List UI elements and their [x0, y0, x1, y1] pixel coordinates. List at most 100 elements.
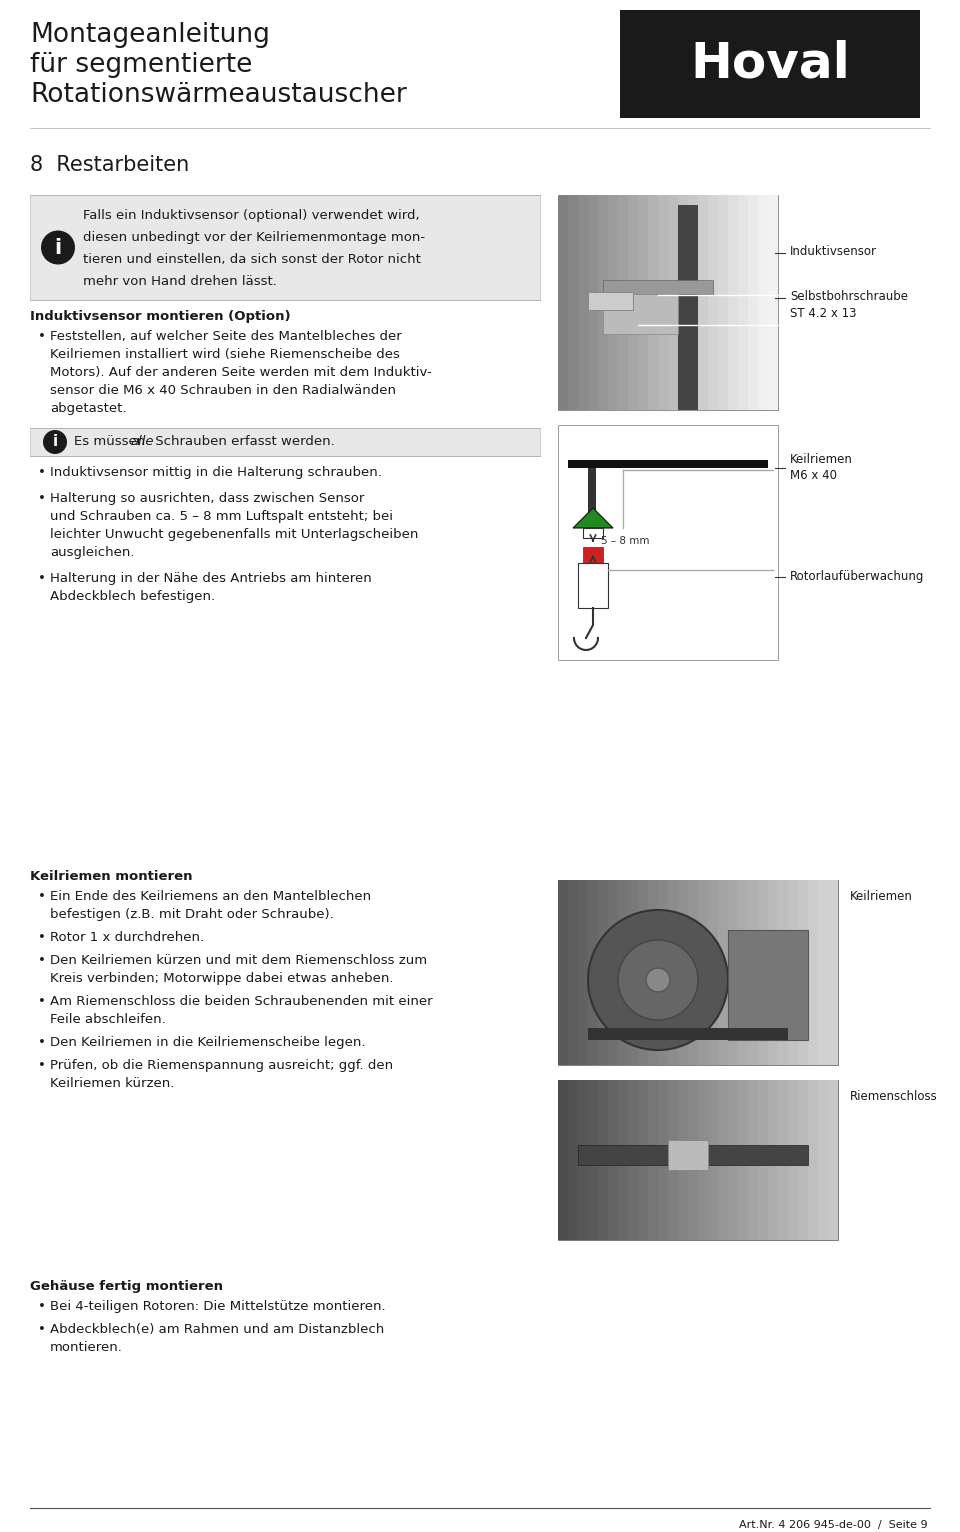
- FancyBboxPatch shape: [620, 11, 920, 118]
- Text: Abdeckblech befestigen.: Abdeckblech befestigen.: [50, 590, 215, 604]
- Bar: [728, 930, 808, 1040]
- Bar: [598, 195, 608, 411]
- Circle shape: [43, 430, 67, 453]
- Text: •: •: [38, 1059, 46, 1072]
- Text: abgetastet.: abgetastet.: [50, 401, 127, 415]
- Text: i: i: [55, 237, 61, 257]
- Bar: [628, 879, 638, 1065]
- Text: Rotationswärmeaustauscher: Rotationswärmeaustauscher: [30, 83, 407, 107]
- Polygon shape: [573, 509, 613, 529]
- Text: und Schrauben ca. 5 – 8 mm Luftspalt entsteht; bei: und Schrauben ca. 5 – 8 mm Luftspalt ent…: [50, 510, 393, 522]
- Bar: [748, 195, 758, 411]
- Bar: [598, 879, 608, 1065]
- Text: •: •: [38, 994, 46, 1008]
- Bar: [718, 195, 728, 411]
- Text: Rotorlaufüberwachung: Rotorlaufüberwachung: [790, 570, 924, 584]
- Text: M6 x 40: M6 x 40: [790, 469, 837, 483]
- Text: Bei 4-teiligen Rotoren: Die Mittelstütze montieren.: Bei 4-teiligen Rotoren: Die Mittelstütze…: [50, 1301, 386, 1313]
- Text: für segmentierte: für segmentierte: [30, 52, 252, 78]
- Text: mehr von Hand drehen lässt.: mehr von Hand drehen lässt.: [83, 276, 276, 288]
- Bar: [688, 879, 698, 1065]
- Text: •: •: [38, 329, 46, 343]
- Bar: [558, 1080, 568, 1239]
- Bar: [798, 879, 808, 1065]
- Text: Keilriemen installiert wird (siehe Riemenscheibe des: Keilriemen installiert wird (siehe Rieme…: [50, 348, 400, 362]
- Bar: [678, 1080, 688, 1239]
- Text: alle: alle: [130, 435, 154, 447]
- Text: tieren und einstellen, da sich sonst der Rotor nicht: tieren und einstellen, da sich sonst der…: [83, 253, 420, 267]
- Text: befestigen (z.B. mit Draht oder Schraube).: befestigen (z.B. mit Draht oder Schraube…: [50, 908, 334, 921]
- Bar: [558, 879, 568, 1065]
- Text: •: •: [38, 492, 46, 506]
- Bar: [768, 195, 778, 411]
- Bar: [728, 879, 738, 1065]
- Text: •: •: [38, 466, 46, 480]
- Bar: [728, 195, 738, 411]
- Bar: [598, 1080, 608, 1239]
- Text: Keilriemen: Keilriemen: [850, 890, 913, 902]
- Text: Es müssen: Es müssen: [74, 435, 150, 447]
- Text: Induktivsensor montieren (Option): Induktivsensor montieren (Option): [30, 309, 291, 323]
- Bar: [648, 195, 658, 411]
- Bar: [603, 294, 678, 334]
- Bar: [688, 1080, 698, 1239]
- Bar: [583, 529, 603, 538]
- Text: •: •: [38, 571, 46, 585]
- Bar: [688, 195, 698, 411]
- Bar: [658, 195, 668, 411]
- Bar: [618, 195, 628, 411]
- Text: •: •: [38, 1036, 46, 1049]
- Bar: [678, 205, 698, 411]
- Bar: [588, 1028, 788, 1040]
- Bar: [758, 1080, 768, 1239]
- Bar: [668, 1140, 708, 1170]
- Bar: [758, 879, 768, 1065]
- Bar: [698, 1080, 708, 1239]
- Text: •: •: [38, 1324, 46, 1336]
- Text: Induktivsensor: Induktivsensor: [790, 245, 877, 257]
- Text: Induktivsensor mittig in die Halterung schrauben.: Induktivsensor mittig in die Halterung s…: [50, 466, 382, 480]
- Text: montieren.: montieren.: [50, 1340, 123, 1354]
- Bar: [658, 1080, 668, 1239]
- Bar: [668, 1080, 678, 1239]
- Bar: [678, 879, 688, 1065]
- Bar: [698, 879, 708, 1065]
- Bar: [658, 879, 668, 1065]
- Bar: [558, 1080, 838, 1239]
- Text: Den Keilriemen kürzen und mit dem Riemenschloss zum: Den Keilriemen kürzen und mit dem Riemen…: [50, 954, 427, 967]
- Text: Keilriemen montieren: Keilriemen montieren: [30, 870, 193, 882]
- Text: ST 4.2 x 13: ST 4.2 x 13: [790, 306, 856, 320]
- Bar: [558, 879, 838, 1065]
- Text: Feile abschleifen.: Feile abschleifen.: [50, 1013, 166, 1026]
- FancyBboxPatch shape: [30, 427, 540, 457]
- Bar: [758, 195, 768, 411]
- Bar: [708, 879, 718, 1065]
- Bar: [678, 195, 688, 411]
- Text: sensor die M6 x 40 Schrauben in den Radialwänden: sensor die M6 x 40 Schrauben in den Radi…: [50, 385, 396, 397]
- Bar: [828, 1080, 838, 1239]
- Bar: [748, 1080, 758, 1239]
- Text: Schrauben erfasst werden.: Schrauben erfasst werden.: [151, 435, 335, 447]
- Text: Falls ein Induktivsensor (optional) verwendet wird,: Falls ein Induktivsensor (optional) verw…: [83, 208, 420, 222]
- Bar: [738, 1080, 748, 1239]
- Text: 8  Restarbeiten: 8 Restarbeiten: [30, 155, 189, 175]
- Text: Den Keilriemen in die Keilriemenscheibe legen.: Den Keilriemen in die Keilriemenscheibe …: [50, 1036, 366, 1049]
- Bar: [583, 547, 603, 562]
- Bar: [558, 195, 568, 411]
- Bar: [588, 467, 596, 529]
- FancyBboxPatch shape: [30, 195, 540, 300]
- Bar: [798, 1080, 808, 1239]
- Bar: [588, 1080, 598, 1239]
- Text: ausgleichen.: ausgleichen.: [50, 545, 134, 559]
- Text: •: •: [38, 1301, 46, 1313]
- Bar: [718, 879, 728, 1065]
- Bar: [648, 1080, 658, 1239]
- Bar: [738, 195, 748, 411]
- Bar: [698, 195, 708, 411]
- Bar: [708, 1080, 718, 1239]
- Text: •: •: [38, 890, 46, 902]
- Bar: [668, 879, 678, 1065]
- Bar: [558, 424, 778, 660]
- Bar: [738, 879, 748, 1065]
- Bar: [608, 879, 618, 1065]
